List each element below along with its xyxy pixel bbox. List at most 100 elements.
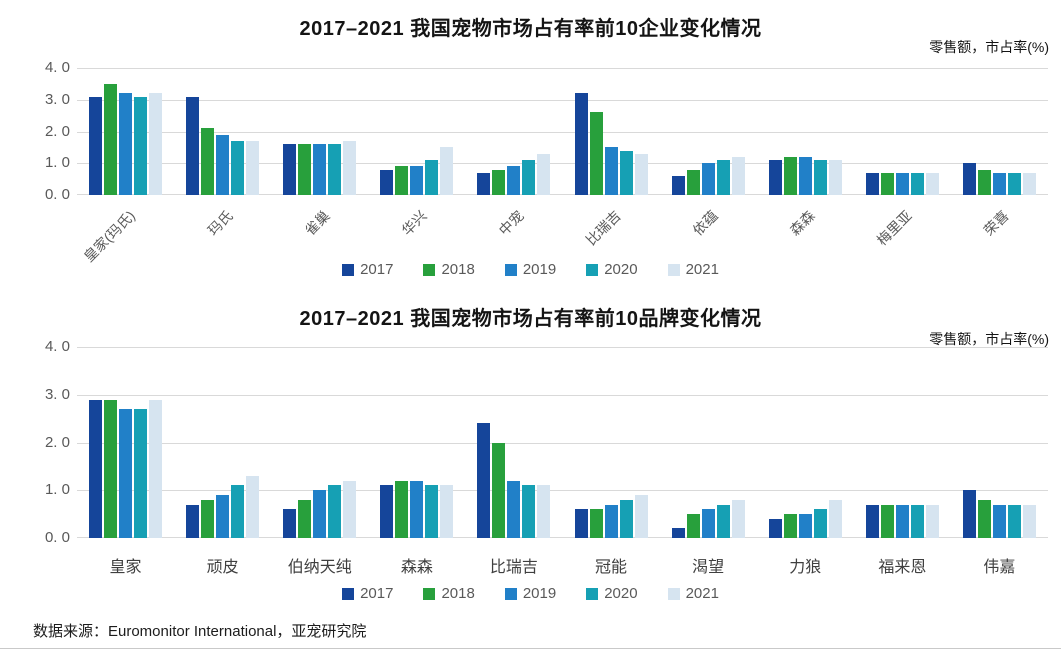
bar-2019: [216, 134, 230, 195]
gridline: [77, 194, 1048, 195]
bar-2019: [992, 504, 1006, 538]
gridline: [77, 68, 1048, 69]
bar-2021: [246, 475, 260, 538]
bar-2017: [186, 96, 200, 195]
y-tick-label: 4. 0: [44, 338, 70, 355]
legend-swatch: [423, 263, 436, 276]
bar-2017: [283, 509, 297, 538]
x-label: 渴望: [692, 559, 725, 576]
bar-2020: [425, 160, 439, 195]
bar-2020: [522, 485, 536, 538]
bar-2020: [910, 172, 924, 195]
x-label: 伯纳天纯: [287, 559, 352, 576]
bar-2021: [828, 160, 842, 195]
bar-2018: [492, 169, 506, 195]
bar-2017: [186, 504, 200, 538]
bar-2020: [619, 499, 633, 538]
legend-swatch: [423, 587, 436, 600]
x-label: 皇家(玛氏): [80, 207, 139, 265]
legend-label: 2017: [360, 261, 394, 278]
bar-2021: [634, 495, 648, 538]
bar-2017: [671, 175, 685, 195]
legend-label: 2019: [522, 261, 557, 278]
bar-2018: [880, 172, 894, 195]
bar-group: [174, 68, 271, 195]
bar-group: [465, 347, 562, 538]
bar-2017: [671, 528, 685, 538]
y-tick-label: 1. 0: [44, 154, 70, 172]
y-tick-label: 2. 0: [44, 122, 70, 140]
x-label: 比瑞吉: [582, 207, 624, 249]
bar-2021: [246, 141, 260, 195]
bar-2021: [634, 153, 648, 195]
company-chart-y-axis: 0. 0 1. 0 2. 0 3. 0 4. 0: [24, 59, 70, 203]
bar-2020: [619, 150, 633, 195]
brand-chart-x-axis: 皇家 顽皮 伯纳天纯 森森 比瑞吉 冠能 渴望 力狼 福来恩 伟嘉: [77, 553, 1048, 577]
bar-2019: [507, 480, 521, 538]
bar-2020: [522, 160, 536, 195]
x-label: 雀巢: [301, 207, 333, 239]
bar-2017: [283, 144, 297, 195]
bar-2019: [410, 166, 424, 195]
bar-2017: [380, 485, 394, 538]
bar-2018: [589, 509, 603, 538]
x-label: 中宠: [495, 207, 527, 239]
bar-group: [77, 68, 174, 195]
bar-2019: [507, 166, 521, 195]
bar-2018: [686, 514, 700, 538]
bar-2021: [537, 485, 551, 538]
brand-chart-y-axis: 0. 0 1. 0 2. 0 3. 0 4. 0: [24, 338, 70, 546]
bar-group: [563, 347, 660, 538]
bar-group: [368, 347, 465, 538]
x-label: 森森: [786, 207, 818, 239]
y-tick-label: 4. 0: [44, 59, 70, 76]
bar-2018: [589, 112, 603, 195]
bar-2019: [216, 495, 230, 538]
bar-group: [174, 347, 271, 538]
bar-2017: [768, 518, 782, 538]
legend-item-2021: 2021: [667, 585, 719, 602]
bar-group: [854, 68, 951, 195]
bar-2018: [492, 442, 506, 538]
x-label: 森森: [400, 559, 433, 576]
x-label: 玛氏: [204, 207, 236, 239]
bar-group: [951, 347, 1048, 538]
bar-2021: [828, 499, 842, 538]
bar-2017: [962, 163, 976, 195]
bar-2021: [440, 485, 454, 538]
y-tick-label: 0. 0: [44, 186, 70, 203]
legend-label: 2018: [441, 261, 475, 278]
company-chart-legend: 2017 2018 2019 2020 2021: [0, 261, 1061, 278]
x-label: 皇家: [109, 559, 142, 576]
bar-2017: [865, 172, 879, 195]
bar-group: [465, 68, 562, 195]
legend-swatch: [586, 587, 599, 600]
gridline: [77, 131, 1048, 133]
y-tick-label: 2. 0: [44, 433, 70, 451]
bar-2018: [104, 83, 118, 195]
legend-item-2017: 2017: [342, 585, 393, 602]
bar-2021: [731, 156, 745, 195]
bar-2020: [1007, 172, 1021, 195]
bar-group: [271, 68, 368, 195]
bar-2019: [701, 509, 715, 538]
bar-2018: [686, 169, 700, 195]
bar-2020: [1007, 504, 1021, 538]
bar-2021: [440, 147, 454, 195]
bar-2019: [313, 490, 327, 538]
bar-2017: [574, 509, 588, 538]
brand-chart-title: 2017–2021 我国宠物市场占有率前10品牌变化情况: [299, 308, 762, 330]
bar-2017: [574, 93, 588, 195]
legend-swatch: [504, 587, 517, 600]
legend-swatch: [667, 587, 680, 600]
bar-group: [271, 347, 368, 538]
legend-item-2020: 2020: [586, 585, 638, 602]
bar-2019: [119, 409, 133, 538]
gridline: [77, 163, 1048, 165]
bar-2018: [298, 144, 312, 195]
gridline: [77, 442, 1048, 444]
gridline: [77, 394, 1048, 396]
legend-swatch: [504, 263, 517, 276]
bar-group: [77, 347, 174, 538]
